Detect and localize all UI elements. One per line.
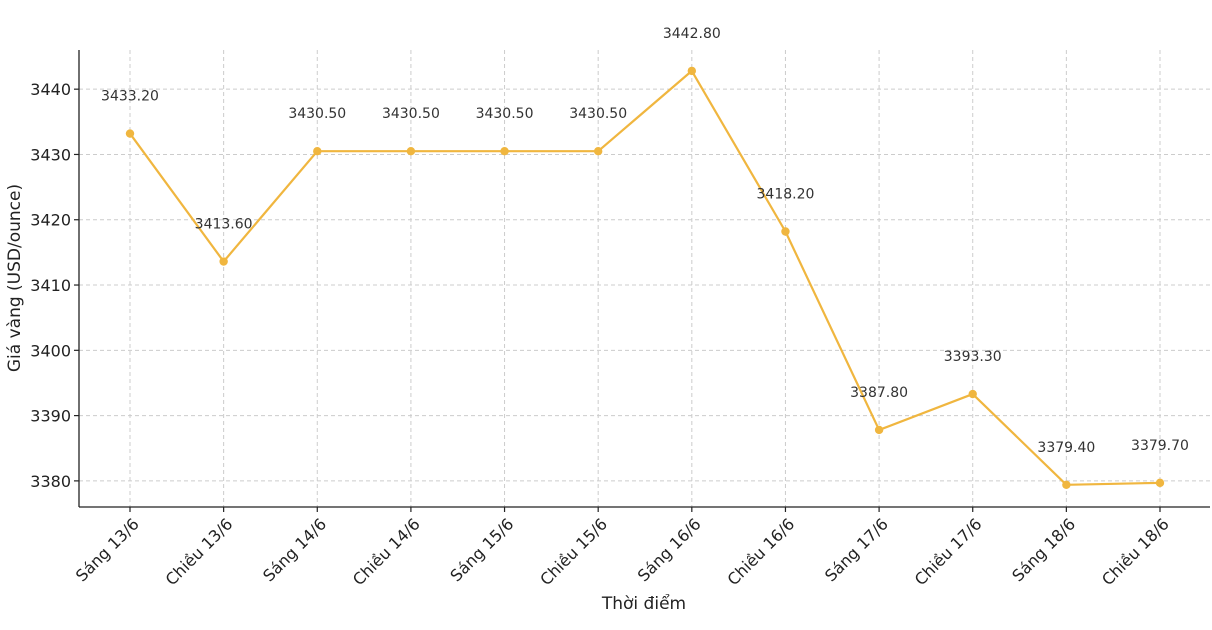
x-tick-label: Sáng 13/6: [72, 514, 143, 585]
y-tick-label-3430: 3430: [30, 145, 71, 164]
x-tick-label: Sáng 18/6: [1008, 514, 1079, 585]
x-tick-label: Sáng 16/6: [634, 514, 705, 585]
x-tick-label: Chiều 15/6: [536, 514, 611, 589]
data-label: 3430.50: [476, 106, 534, 122]
series-gold-price: [125, 66, 1165, 490]
data-point: [1155, 478, 1165, 488]
data-label: 3433.20: [101, 89, 159, 105]
y-tick-label-3400: 3400: [30, 341, 71, 360]
x-tick-label: Chiều 13/6: [162, 514, 237, 589]
data-point: [219, 257, 228, 266]
data-label: 3387.80: [850, 385, 908, 401]
data-label: 3418.20: [757, 186, 815, 202]
data-point: [406, 146, 416, 156]
y-tick-label-3420: 3420: [30, 211, 71, 230]
y-axis-title: Giá vàng (USD/ounce): [5, 184, 25, 372]
data-label: 3393.30: [944, 349, 1002, 365]
x-tick-label: Sáng 14/6: [259, 514, 330, 585]
data-point: [125, 129, 135, 138]
x-tick-label: Sáng 15/6: [446, 514, 517, 585]
series-line: [129, 69, 1161, 486]
data-point: [593, 146, 603, 156]
y-tick-label-3440: 3440: [30, 80, 71, 99]
x-tick-label: Chiều 14/6: [349, 514, 424, 589]
data-point: [874, 425, 884, 435]
data-label: 3442.80: [663, 26, 721, 42]
x-tick-label: Chiều 16/6: [723, 514, 798, 589]
x-axis-title: Thời điểm: [601, 593, 686, 614]
y-tick-label-3390: 3390: [30, 407, 71, 426]
data-point: [500, 146, 509, 156]
data-point: [313, 146, 322, 156]
x-tick-label: Sáng 17/6: [821, 514, 892, 585]
data-point: [968, 389, 977, 399]
data-label: 3413.60: [195, 217, 253, 233]
y-tick-label-3410: 3410: [30, 276, 71, 295]
grid: [79, 50, 1210, 507]
axes: [78, 50, 1210, 508]
data-label: 3379.40: [1037, 440, 1095, 456]
data-label: 3430.50: [288, 106, 346, 122]
data-label: 3430.50: [382, 106, 440, 122]
data-point: [687, 66, 697, 76]
data-label: 3430.50: [569, 106, 627, 122]
y-tick-label-3380: 3380: [30, 472, 71, 491]
data-point: [781, 227, 790, 236]
axis-ticks: 3380 3390 3400 3410 3420 3430 3440 Sáng 13/6 Chi…: [30, 80, 1173, 589]
data-point: [1062, 480, 1071, 490]
data-label: 3379.70: [1131, 438, 1189, 454]
x-tick-label: Chiều 17/6: [911, 514, 986, 589]
data-labels: 3433.20 3413.60 3430.50 3430.50 3430.50 3430.…: [101, 26, 1189, 456]
x-tick-label: Chiều 18/6: [1098, 514, 1173, 589]
